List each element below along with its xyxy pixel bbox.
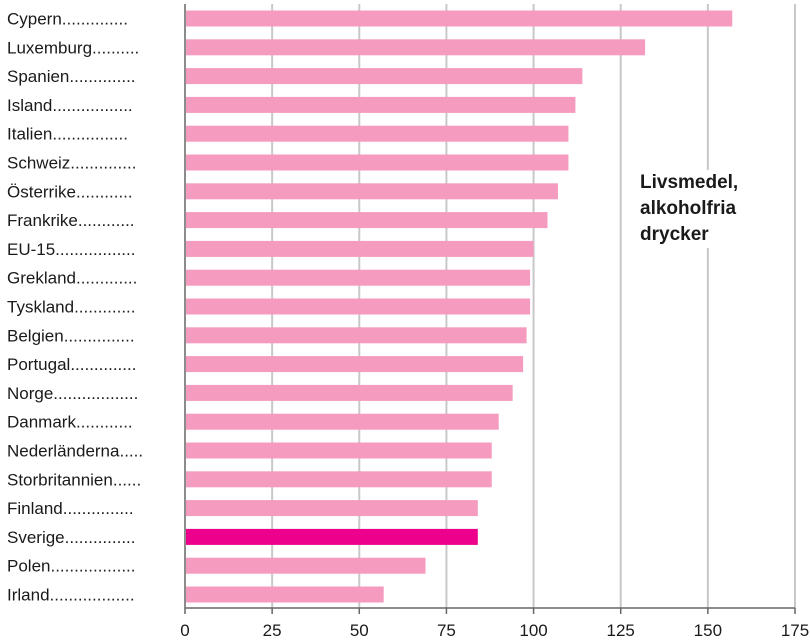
bar-15	[186, 443, 492, 459]
category-label-1: Luxemburg..........	[7, 38, 139, 57]
category-labels: Cypern.............. Luxemburg.......... S…	[7, 10, 143, 605]
category-label-10: Tyskland.............	[7, 298, 136, 317]
category-label-2: Spanien..............	[7, 67, 136, 86]
x-tick-label-50: 50	[350, 621, 369, 640]
bar-17	[186, 500, 478, 516]
bar-5	[186, 155, 568, 171]
bars	[186, 11, 732, 603]
bar-11	[186, 327, 527, 343]
bar-12	[186, 356, 523, 372]
bar-20	[186, 587, 384, 603]
x-tick-label-175: 175	[781, 621, 809, 640]
category-label-19: Polen..................	[7, 557, 136, 576]
bar-16	[186, 471, 492, 487]
category-label-15: Nederländerna.....	[7, 442, 143, 461]
category-label-13: Norge..................	[7, 384, 138, 403]
category-label-0: Cypern..............	[7, 10, 128, 29]
bar-8	[186, 241, 534, 257]
bar-6	[186, 183, 558, 199]
bar-1	[186, 39, 645, 55]
category-label-17: Finland...............	[7, 499, 134, 518]
category-label-12: Portugal..............	[7, 355, 136, 374]
category-label-8: EU-15.................	[7, 240, 135, 259]
x-tick-label-0: 0	[180, 621, 189, 640]
annotation-line-3: drycker	[640, 222, 738, 248]
bar-0	[186, 11, 732, 27]
annotation-line-2: alkoholfria	[640, 196, 738, 222]
bar-9	[186, 270, 530, 286]
x-tick-label-25: 25	[263, 621, 282, 640]
category-label-14: Danmark............	[7, 413, 133, 432]
bar-3	[186, 97, 575, 113]
bar-7	[186, 212, 548, 228]
category-label-20: Irland..................	[7, 586, 135, 605]
category-label-5: Schweiz..............	[7, 154, 136, 173]
bar-4	[186, 126, 568, 142]
chart-annotation: Livsmedel, alkoholfria drycker	[638, 170, 740, 248]
category-label-3: Island.................	[7, 96, 133, 115]
x-tick-label-150: 150	[694, 621, 722, 640]
bar-18	[186, 529, 478, 545]
bar-19	[186, 558, 426, 574]
bar-13	[186, 385, 513, 401]
category-label-7: Frankrike............	[7, 211, 135, 230]
x-tick-label-75: 75	[437, 621, 456, 640]
bar-2	[186, 68, 582, 84]
category-label-18: Sverige...............	[7, 528, 136, 547]
annotation-line-1: Livsmedel,	[640, 170, 738, 196]
category-label-6: Österrike............	[7, 182, 133, 201]
x-tick-label-100: 100	[519, 621, 547, 640]
category-label-16: Storbritannien......	[7, 470, 141, 489]
x-tick-label-125: 125	[607, 621, 635, 640]
category-label-9: Grekland.............	[7, 269, 137, 288]
bar-10	[186, 299, 530, 315]
category-label-11: Belgien...............	[7, 326, 135, 345]
category-label-4: Italien................	[7, 125, 128, 144]
bar-14	[186, 414, 499, 430]
